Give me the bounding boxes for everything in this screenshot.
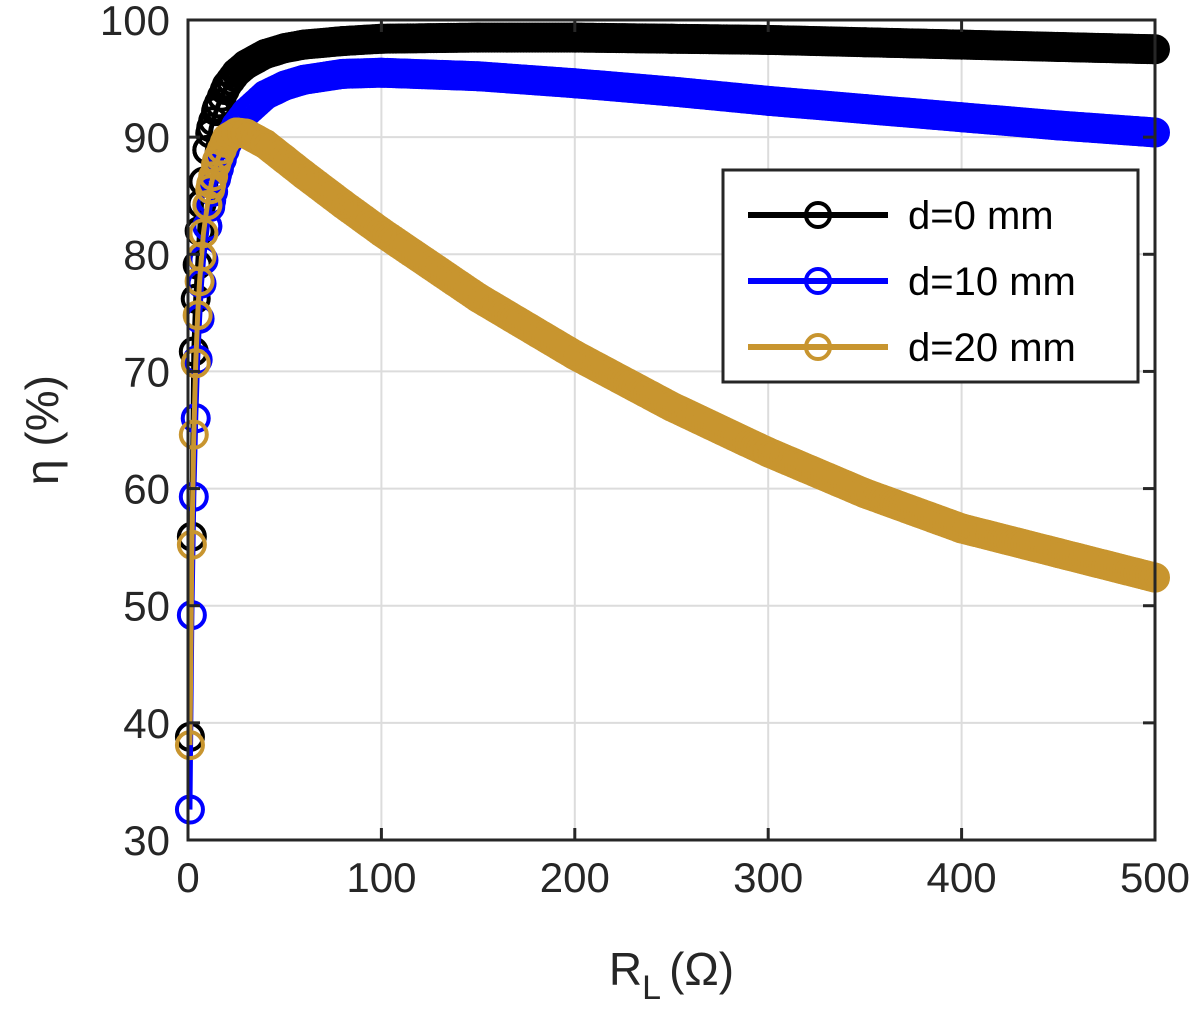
data-point xyxy=(192,190,223,221)
series-3 xyxy=(174,117,1170,761)
data-point xyxy=(849,94,880,125)
data-point xyxy=(289,29,320,60)
x-tick-label: 100 xyxy=(346,854,416,901)
legend-label: d=0 mm xyxy=(908,194,1054,238)
series-line xyxy=(187,35,1156,737)
legend-marker xyxy=(804,267,832,295)
x-tick-label: 500 xyxy=(1120,854,1190,901)
data-point xyxy=(656,391,687,422)
legend-marker xyxy=(804,333,832,361)
data-point xyxy=(327,188,358,219)
data-point xyxy=(753,85,784,116)
x-tick-label: 200 xyxy=(540,854,610,901)
data-point xyxy=(289,64,320,95)
legend-item-2: d=10 mm xyxy=(748,260,1076,304)
data-point xyxy=(250,38,281,69)
data-point xyxy=(366,217,397,248)
x-axis-label-main: R xyxy=(609,943,642,995)
data-point xyxy=(1043,31,1074,62)
y-tick-label: 40 xyxy=(123,700,170,747)
x-axis-label-subscript: L xyxy=(642,969,661,1007)
data-point xyxy=(753,437,784,468)
data-point xyxy=(327,58,358,89)
y-tick-label: 100 xyxy=(100,0,170,44)
y-tick-label: 30 xyxy=(123,817,170,864)
data-point xyxy=(250,129,281,160)
data-point xyxy=(174,730,205,761)
data-point xyxy=(849,27,880,58)
x-axis-label: RL (Ω) xyxy=(609,943,734,1007)
data-point xyxy=(559,340,590,371)
legend-label: d=10 mm xyxy=(908,260,1076,304)
data-point xyxy=(182,300,213,331)
data-point xyxy=(178,419,209,450)
y-tick-label: 90 xyxy=(123,114,170,161)
data-point xyxy=(849,478,880,509)
x-axis-label-unit: (Ω) xyxy=(669,943,734,995)
data-point xyxy=(188,218,219,249)
y-axis-label: η (%) xyxy=(16,375,68,485)
plot-frame xyxy=(186,18,1157,842)
data-point xyxy=(559,68,590,99)
data-point xyxy=(180,348,211,379)
data-point xyxy=(269,144,300,175)
data-point xyxy=(221,57,252,88)
data-point xyxy=(463,282,494,313)
grid-layer xyxy=(188,20,1155,840)
y-tick-label: 80 xyxy=(123,231,170,278)
y-tick-label: 50 xyxy=(123,583,170,630)
data-point xyxy=(656,76,687,107)
axis-labels: RL (Ω) η (%) xyxy=(16,375,734,1007)
legend-item-3: d=20 mm xyxy=(748,326,1076,370)
data-point xyxy=(366,57,397,88)
data-point xyxy=(269,70,300,101)
data-point xyxy=(174,794,205,825)
x-tick-label: 0 xyxy=(176,854,199,901)
legend: d=0 mm d=10 mm d=20 mm xyxy=(721,168,1140,384)
data-point xyxy=(269,33,300,64)
y-tick-label: 70 xyxy=(123,348,170,395)
data-point xyxy=(1043,538,1074,568)
legend-marker xyxy=(804,201,832,229)
data-point xyxy=(463,61,494,92)
legend-label: d=20 mm xyxy=(908,326,1076,370)
data-point xyxy=(221,117,252,148)
data-point xyxy=(1043,110,1074,141)
data-point xyxy=(656,23,687,54)
legend-item-1: d=0 mm xyxy=(748,194,1054,238)
y-tick-label: 60 xyxy=(123,466,170,513)
data-point xyxy=(463,22,494,53)
data-point xyxy=(289,159,320,190)
data-point xyxy=(327,26,358,57)
x-tick-label: 300 xyxy=(733,854,803,901)
tick-layer: 0 100 200 300 400 500 30 40 50 60 70 80 90 100 xyxy=(100,0,1190,901)
data-point xyxy=(946,513,977,544)
series-layer xyxy=(174,22,1170,825)
data-point xyxy=(946,102,977,133)
x-tick-label: 400 xyxy=(927,854,997,901)
data-point xyxy=(176,529,207,560)
